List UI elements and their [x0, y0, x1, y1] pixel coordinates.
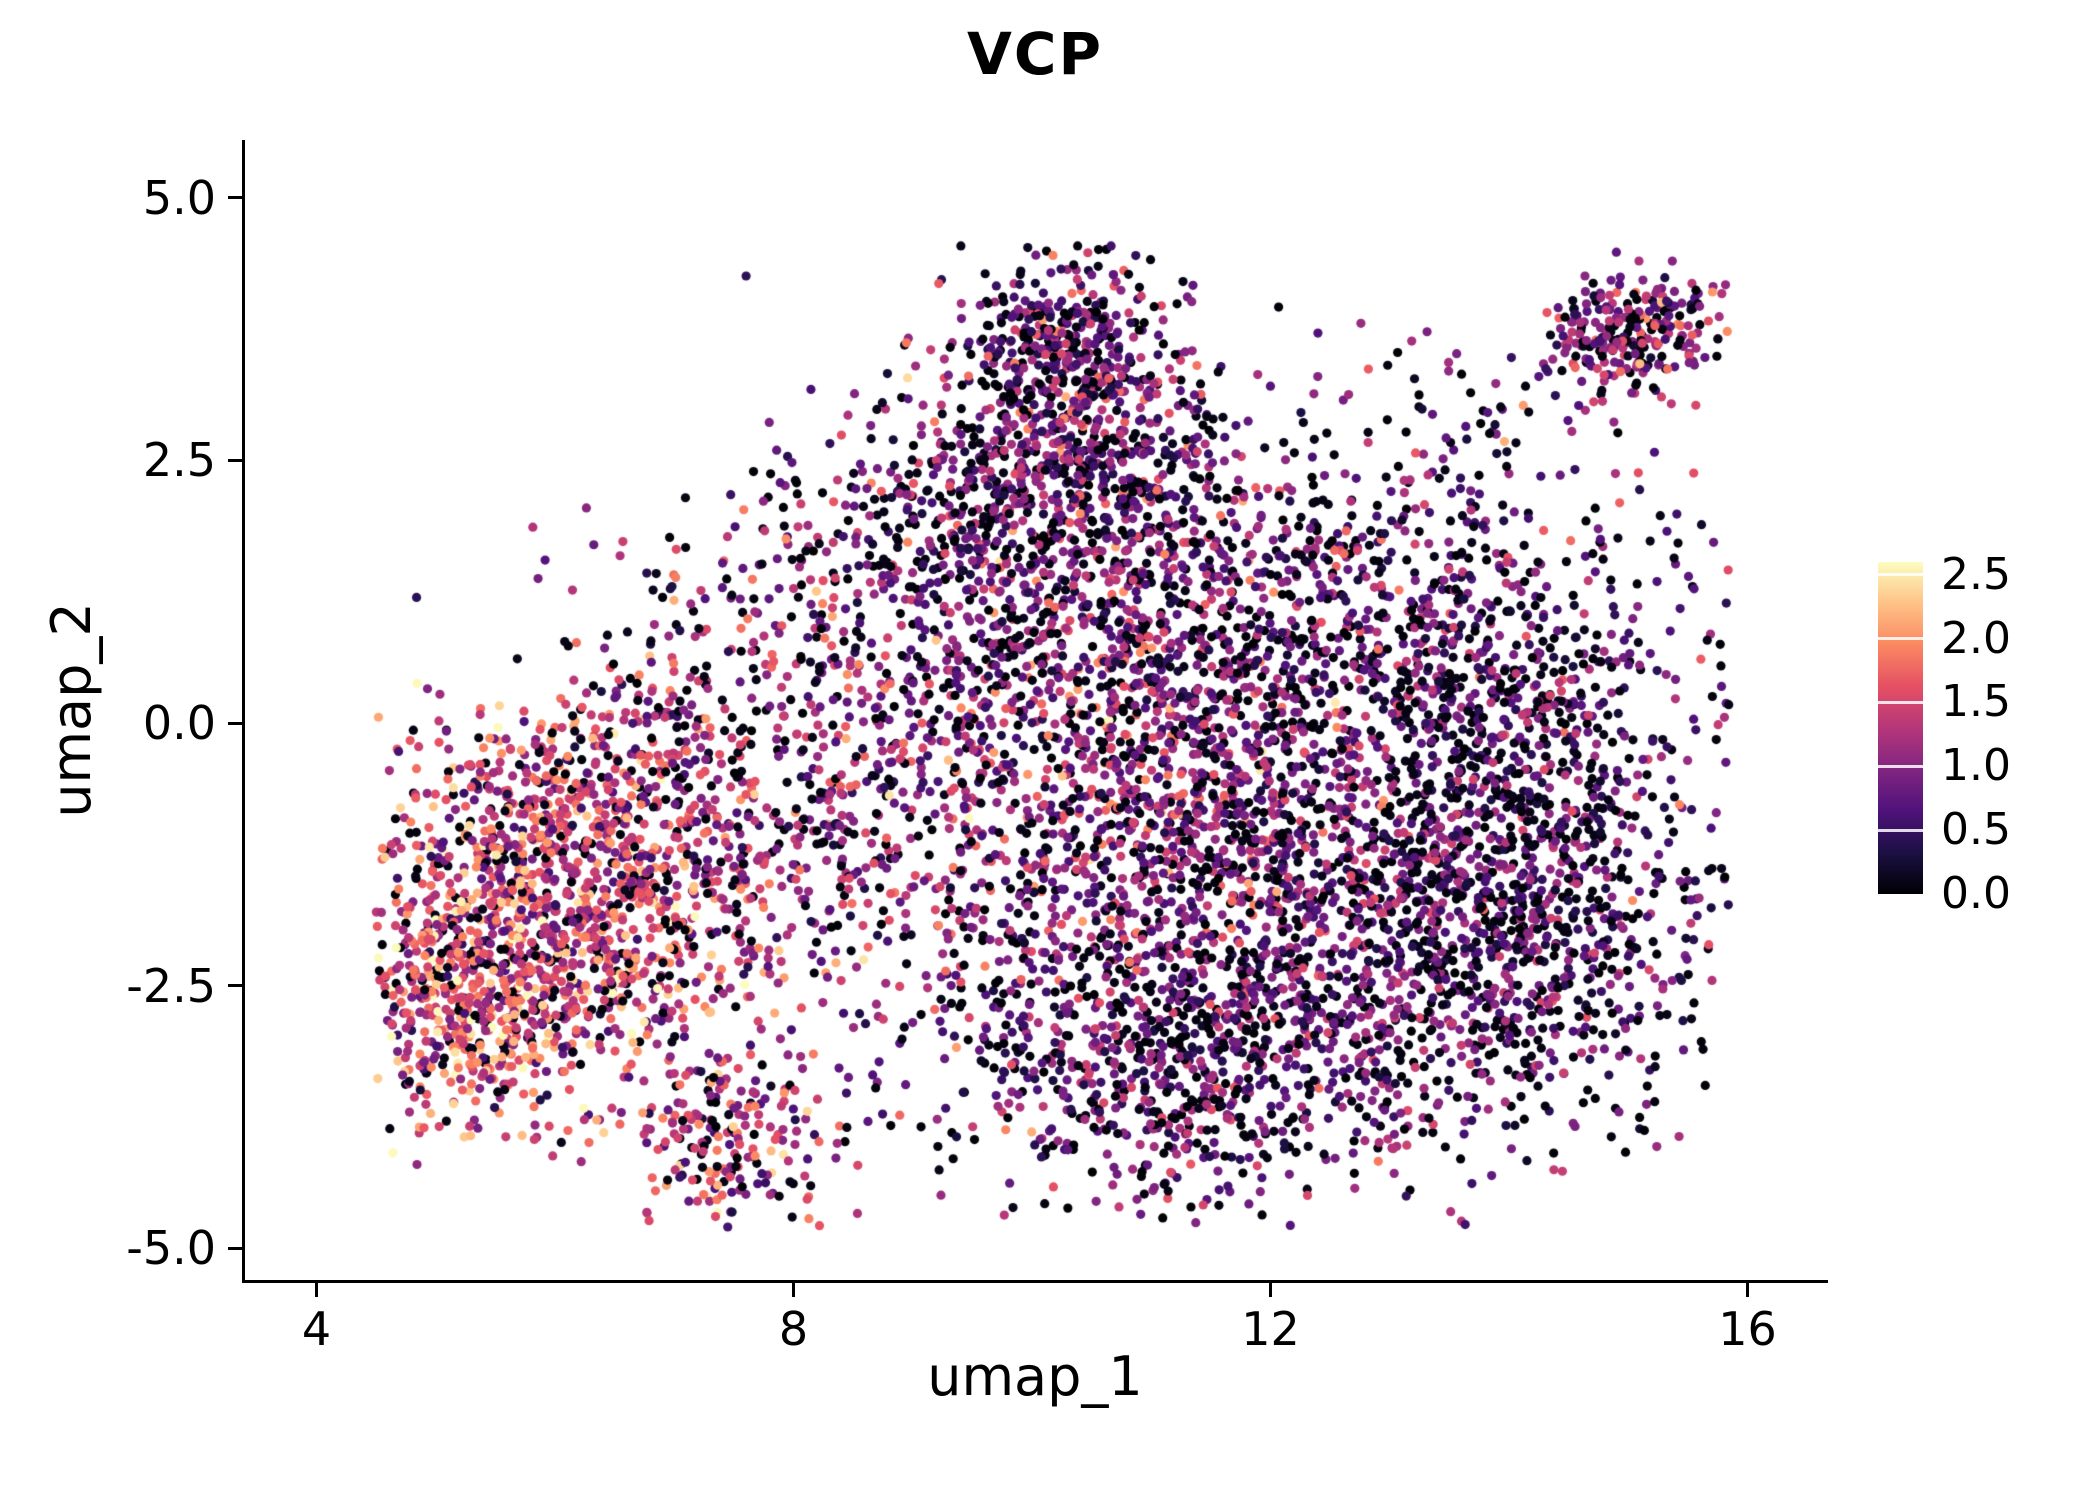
y-tick-mark	[228, 721, 242, 725]
colorbar-tick-label: 1.0	[1941, 740, 2011, 792]
y-axis-title: umap_2	[40, 602, 103, 818]
colorbar-tick-label: 0.5	[1941, 804, 2011, 856]
plot-title: VCP	[967, 20, 1103, 88]
x-tick-mark	[1745, 1283, 1749, 1297]
x-axis-line	[242, 1280, 1828, 1283]
colorbar-legend	[1878, 562, 1923, 894]
y-tick-label: -5.0	[126, 1221, 216, 1276]
x-axis-title: umap_1	[927, 1345, 1143, 1408]
y-tick-mark	[228, 196, 242, 200]
scatter-points-canvas	[245, 140, 1825, 1280]
y-tick-label: 5.0	[142, 170, 216, 225]
colorbar-tick-label: 0.0	[1941, 868, 2011, 919]
x-tick-mark	[315, 1283, 319, 1297]
colorbar-tick-label: 1.5	[1941, 676, 2011, 728]
y-axis-line	[242, 140, 245, 1283]
x-tick-mark	[792, 1283, 796, 1297]
x-tick-mark	[1269, 1283, 1272, 1297]
colorbar-tick-label: 2.5	[1941, 548, 2011, 600]
colorbar-tick-label: 2.0	[1941, 612, 2011, 664]
y-tick-mark	[228, 1246, 242, 1250]
colorbar-gradient	[1878, 562, 1923, 894]
y-tick-mark	[228, 984, 242, 988]
y-tick-mark	[228, 458, 242, 462]
